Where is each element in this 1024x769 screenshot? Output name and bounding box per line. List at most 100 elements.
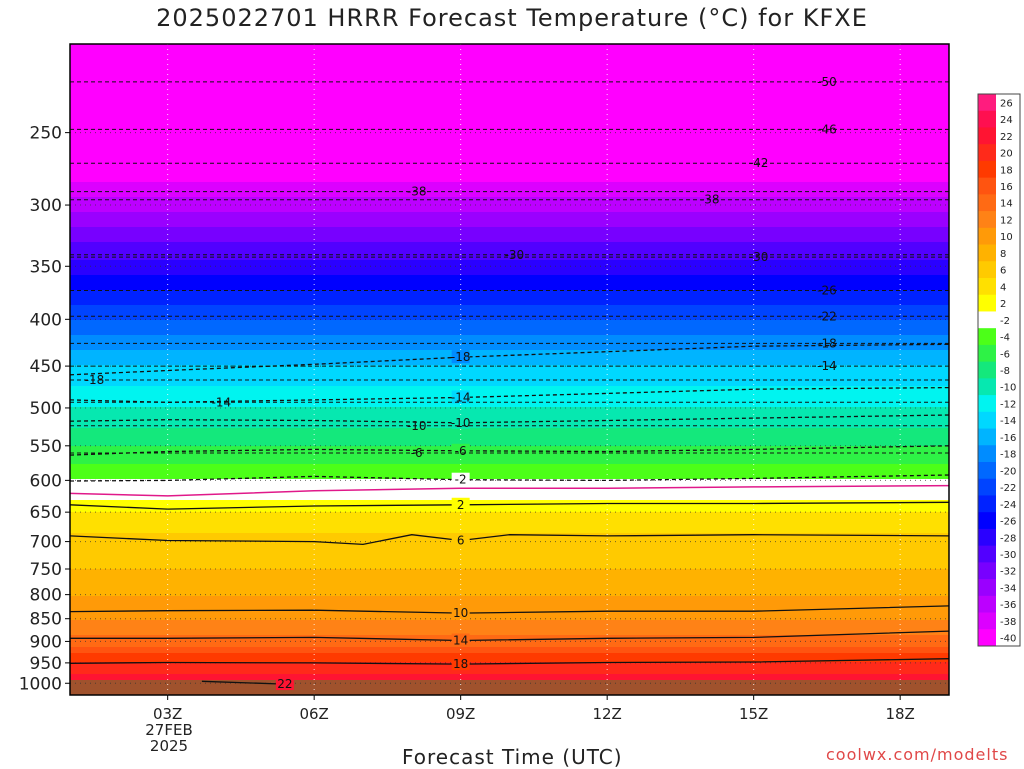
y-tick-label: 400 xyxy=(30,310,62,330)
contour-label: 22 xyxy=(277,677,292,691)
temperature-band xyxy=(70,71,949,75)
temperature-band xyxy=(70,155,949,159)
colorbar-swatch xyxy=(978,94,996,112)
colorbar-label: 12 xyxy=(1000,215,1013,226)
temperature-band xyxy=(70,599,949,603)
x-tick-label: 18Z xyxy=(885,705,914,723)
temperature-band xyxy=(70,524,949,528)
temperature-band xyxy=(70,173,949,177)
colorbar-swatch xyxy=(978,378,996,396)
colorbar-swatch xyxy=(978,177,996,195)
temperature-band xyxy=(70,584,949,588)
temperature-band xyxy=(70,446,949,450)
temperature-band xyxy=(70,359,949,363)
contour-label: -14 xyxy=(451,390,471,404)
temperature-band xyxy=(70,401,949,405)
colorbar-label: -24 xyxy=(1000,500,1016,511)
temperature-band xyxy=(70,443,949,447)
colorbar-frame xyxy=(977,93,1021,647)
temperature-band xyxy=(70,644,949,648)
temperature-band xyxy=(70,80,949,84)
temperature-band xyxy=(70,209,949,213)
temperature-band xyxy=(70,191,949,195)
temperature-band xyxy=(70,215,949,219)
temperature-band xyxy=(70,179,949,183)
contour-label: 2 xyxy=(457,498,465,512)
temperature-band xyxy=(70,44,949,48)
temperature-band xyxy=(70,89,949,93)
contour-label-bg xyxy=(451,633,470,647)
contour-label: -10 xyxy=(451,416,471,430)
temperature-band xyxy=(70,632,949,636)
temperature-band xyxy=(70,206,949,210)
temperature-band xyxy=(70,86,949,90)
temperature-band xyxy=(70,326,949,330)
contour-label-bg xyxy=(275,677,294,691)
colorbar-swatch xyxy=(978,495,996,513)
x-axis-label: Forecast Time (UTC) xyxy=(402,745,623,769)
contour-label-upper: -30 xyxy=(505,248,525,262)
temperature-band xyxy=(70,581,949,585)
temperature-band xyxy=(70,197,949,201)
temperature-band xyxy=(70,266,949,270)
colorbar-swatch xyxy=(978,478,996,496)
temperature-band xyxy=(70,473,949,477)
y-tick-label: 500 xyxy=(30,399,62,419)
temperature-band xyxy=(70,464,949,468)
temperature-band xyxy=(70,458,949,462)
chart-title: 2025022701 HRRR Forecast Temperature (°C… xyxy=(156,4,868,32)
y-tick-label: 800 xyxy=(30,586,62,606)
colorbar-label: 22 xyxy=(1000,132,1013,143)
colorbar-label: -32 xyxy=(1000,567,1016,578)
temperature-band xyxy=(70,59,949,63)
contour-line xyxy=(201,680,285,685)
colorbar-label: -10 xyxy=(1000,383,1016,394)
temperature-band xyxy=(70,485,949,489)
temperature-band xyxy=(70,251,949,255)
temperature-band xyxy=(70,353,949,357)
temperature-band xyxy=(70,194,949,198)
contour-label-upper: -22 xyxy=(817,309,837,323)
temperature-band xyxy=(70,110,949,114)
temperature-band xyxy=(70,593,949,597)
temperature-band xyxy=(70,221,949,225)
colorbar-label: -2 xyxy=(1000,316,1010,327)
temperature-band xyxy=(70,245,949,249)
temperature-band xyxy=(70,641,949,645)
x-tick-label: 03Z xyxy=(153,705,182,723)
contour-label-upper: -26 xyxy=(817,283,837,297)
y-tick-label: 600 xyxy=(30,471,62,491)
x-tick-label: 06Z xyxy=(299,705,328,723)
temperature-band xyxy=(70,659,949,663)
temperature-band xyxy=(70,317,949,321)
temperature-band xyxy=(70,260,949,264)
temperature-band xyxy=(70,404,949,408)
temperature-band xyxy=(70,569,949,573)
temperature-band xyxy=(70,650,949,654)
credit-link[interactable]: coolwx.com/modelts xyxy=(826,745,1009,764)
contour-label: 10 xyxy=(453,606,468,620)
contour-label-upper: -38 xyxy=(700,193,720,207)
temperature-band xyxy=(70,134,949,138)
temperature-band xyxy=(70,617,949,621)
temperature-band xyxy=(70,410,949,414)
colorbar-label: -8 xyxy=(1000,366,1010,377)
colorbar-label: 4 xyxy=(1000,282,1006,293)
temperature-band xyxy=(70,677,949,681)
temperature-band xyxy=(70,653,949,657)
temperature-band xyxy=(70,74,949,78)
temperature-band xyxy=(70,461,949,465)
colorbar-label: -12 xyxy=(1000,399,1016,410)
contour-label-bg xyxy=(451,443,470,457)
temperature-band xyxy=(70,566,949,570)
temperature-band xyxy=(70,152,949,156)
temperature-band xyxy=(70,242,949,246)
temperature-band xyxy=(70,515,949,519)
contour-label-bg xyxy=(451,606,470,620)
colorbar-label: 6 xyxy=(1000,266,1006,277)
temperature-band xyxy=(70,176,949,180)
contour-label: -18 xyxy=(451,350,471,364)
contour-label-bg xyxy=(451,350,470,364)
temperature-band xyxy=(70,377,949,381)
temperature-band xyxy=(70,92,949,96)
